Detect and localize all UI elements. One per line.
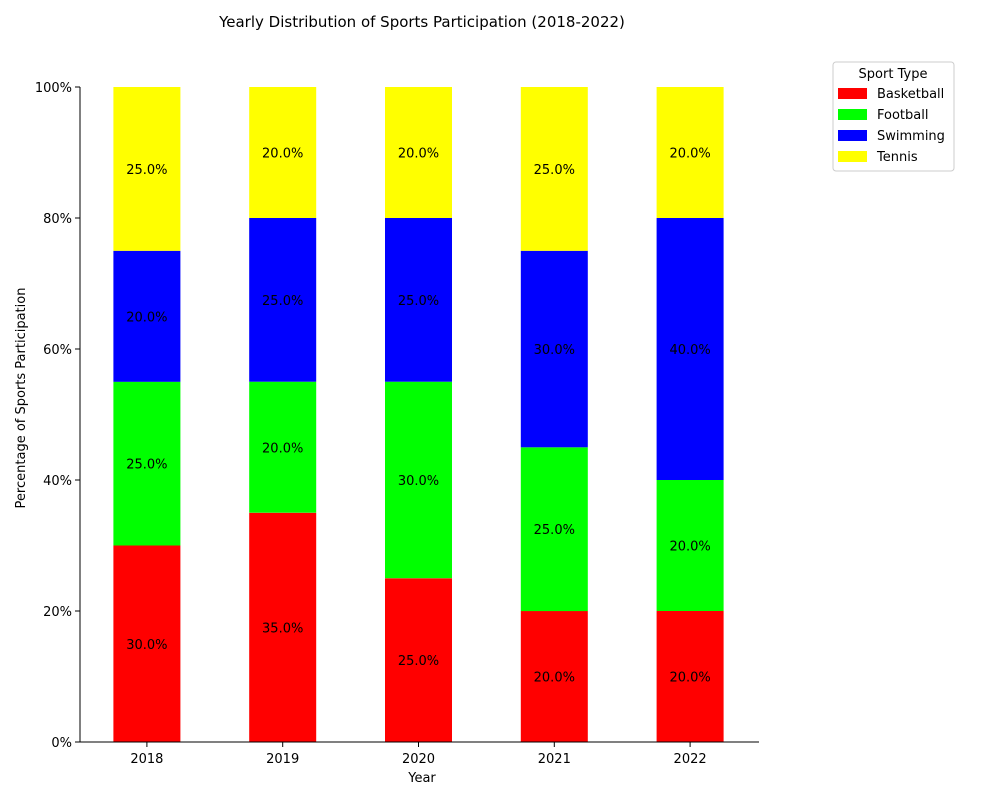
bar-tennis-2019 bbox=[249, 87, 317, 218]
data-label-tennis-2022: 20.0% bbox=[669, 147, 710, 162]
data-label-basketball-2018: 30.0% bbox=[126, 638, 167, 653]
legend-label-basketball: Basketball bbox=[877, 87, 944, 102]
axes-layer: 0% 20% 40% 60% 80% 100% 2018 2019 2020 2021 2022 bbox=[35, 81, 759, 767]
bar-swimming-2022 bbox=[656, 218, 724, 480]
data-label-basketball-2019: 35.0% bbox=[262, 621, 303, 636]
data-label-swimming-2020: 25.0% bbox=[398, 294, 439, 309]
bar-tennis-2018 bbox=[113, 87, 181, 251]
legend-swatch-football bbox=[838, 109, 867, 120]
legend-label-tennis: Tennis bbox=[876, 150, 918, 165]
legend-swatch-tennis bbox=[838, 151, 867, 162]
data-label-tennis-2020: 20.0% bbox=[398, 147, 439, 162]
bar-basketball-2020 bbox=[385, 578, 452, 743]
bar-football-2022 bbox=[656, 480, 724, 611]
bar-tennis-2020 bbox=[385, 87, 452, 218]
legend-swatch-basketball bbox=[838, 88, 867, 99]
x-axis-title: Year bbox=[407, 771, 436, 786]
legend-label-football: Football bbox=[877, 108, 928, 123]
bar-basketball-2019 bbox=[249, 512, 317, 743]
data-label-basketball-2020: 25.0% bbox=[398, 654, 439, 669]
bar-tennis-2022 bbox=[656, 87, 724, 218]
x-tick-label: 2020 bbox=[402, 752, 435, 767]
data-label-football-2019: 20.0% bbox=[262, 441, 303, 456]
data-label-tennis-2021: 25.0% bbox=[534, 163, 575, 178]
data-label-basketball-2022: 20.0% bbox=[669, 671, 710, 686]
data-label-swimming-2018: 20.0% bbox=[126, 310, 167, 325]
y-tick-label: 0% bbox=[51, 736, 72, 751]
bar-swimming-2018 bbox=[113, 250, 181, 382]
y-tick-label: 20% bbox=[43, 605, 72, 620]
data-label-basketball-2021: 20.0% bbox=[534, 671, 575, 686]
data-label-football-2022: 20.0% bbox=[669, 540, 710, 555]
y-tick-label: 80% bbox=[43, 212, 72, 227]
bar-football-2021 bbox=[520, 447, 588, 612]
data-label-swimming-2019: 25.0% bbox=[262, 294, 303, 309]
data-label-football-2018: 25.0% bbox=[126, 458, 167, 473]
data-label-swimming-2022: 40.0% bbox=[669, 343, 710, 358]
bar-basketball-2022 bbox=[656, 611, 724, 742]
bar-swimming-2021 bbox=[520, 250, 588, 448]
bar-football-2019 bbox=[249, 381, 317, 513]
bar-basketball-2021 bbox=[520, 611, 588, 742]
bar-football-2018 bbox=[113, 381, 181, 546]
y-tick-label: 60% bbox=[43, 343, 72, 358]
data-label-football-2021: 25.0% bbox=[534, 523, 575, 538]
bar-tennis-2021 bbox=[520, 87, 588, 251]
legend-swatch-swimming bbox=[838, 130, 867, 141]
bar-football-2020 bbox=[385, 381, 452, 579]
x-tick-label: 2019 bbox=[266, 752, 299, 767]
data-label-football-2020: 30.0% bbox=[398, 474, 439, 489]
y-tick-label: 100% bbox=[35, 81, 72, 96]
data-label-swimming-2021: 30.0% bbox=[534, 343, 575, 358]
x-tick-label: 2021 bbox=[538, 752, 571, 767]
chart-title: Yearly Distribution of Sports Participat… bbox=[218, 13, 625, 31]
bar-swimming-2020 bbox=[385, 218, 452, 382]
y-axis-title: Percentage of Sports Participation bbox=[14, 288, 29, 509]
data-label-tennis-2018: 25.0% bbox=[126, 163, 167, 178]
x-tick-label: 2018 bbox=[130, 752, 163, 767]
legend: Sport Type Basketball Football Swimming Ten… bbox=[832, 61, 955, 172]
bars-layer bbox=[113, 87, 724, 743]
data-labels-layer: 30.0% 35.0% 25.0% 20.0% 20.0% 25.0% 20.0% 30.0%… bbox=[126, 147, 711, 686]
bar-basketball-2018 bbox=[113, 545, 181, 742]
x-tick-label: 2022 bbox=[674, 752, 707, 767]
data-label-tennis-2019: 20.0% bbox=[262, 147, 303, 162]
legend-title: Sport Type bbox=[859, 67, 928, 82]
legend-label-swimming: Swimming bbox=[877, 129, 945, 144]
bar-swimming-2019 bbox=[249, 218, 317, 382]
y-tick-label: 40% bbox=[43, 474, 72, 489]
